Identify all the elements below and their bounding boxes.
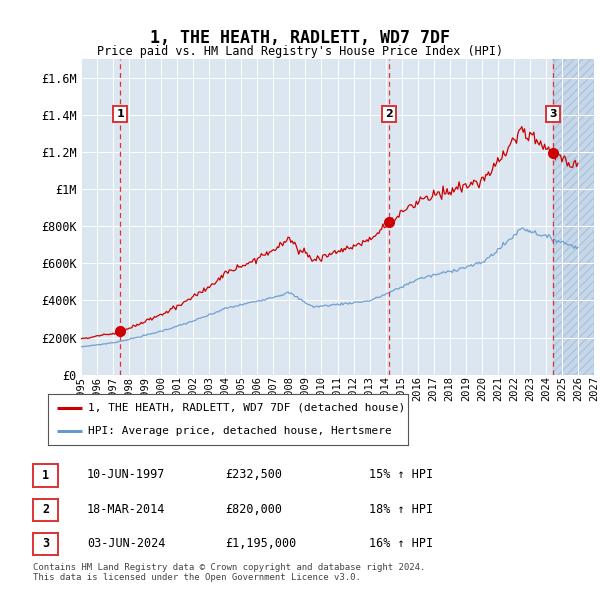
Text: 1, THE HEATH, RADLETT, WD7 7DF (detached house): 1, THE HEATH, RADLETT, WD7 7DF (detached… <box>88 402 405 412</box>
Text: 03-JUN-2024: 03-JUN-2024 <box>87 537 166 550</box>
Text: Contains HM Land Registry data © Crown copyright and database right 2024.
This d: Contains HM Land Registry data © Crown c… <box>33 563 425 582</box>
Text: 18-MAR-2014: 18-MAR-2014 <box>87 503 166 516</box>
Text: 3: 3 <box>42 537 49 550</box>
Text: 18% ↑ HPI: 18% ↑ HPI <box>369 503 433 516</box>
Text: £232,500: £232,500 <box>225 468 282 481</box>
Text: 2: 2 <box>42 503 49 516</box>
Text: 10-JUN-1997: 10-JUN-1997 <box>87 468 166 481</box>
Text: 2: 2 <box>385 109 393 119</box>
Text: 16% ↑ HPI: 16% ↑ HPI <box>369 537 433 550</box>
Bar <box>553 59 594 375</box>
Text: HPI: Average price, detached house, Hertsmere: HPI: Average price, detached house, Hert… <box>88 427 391 437</box>
Text: 1: 1 <box>42 469 49 482</box>
Text: 1, THE HEATH, RADLETT, WD7 7DF: 1, THE HEATH, RADLETT, WD7 7DF <box>150 30 450 47</box>
Text: £820,000: £820,000 <box>225 503 282 516</box>
Bar <box>553 59 594 375</box>
Text: £1,195,000: £1,195,000 <box>225 537 296 550</box>
Text: 3: 3 <box>549 109 556 119</box>
Text: 1: 1 <box>116 109 124 119</box>
Text: 15% ↑ HPI: 15% ↑ HPI <box>369 468 433 481</box>
Text: Price paid vs. HM Land Registry's House Price Index (HPI): Price paid vs. HM Land Registry's House … <box>97 45 503 58</box>
